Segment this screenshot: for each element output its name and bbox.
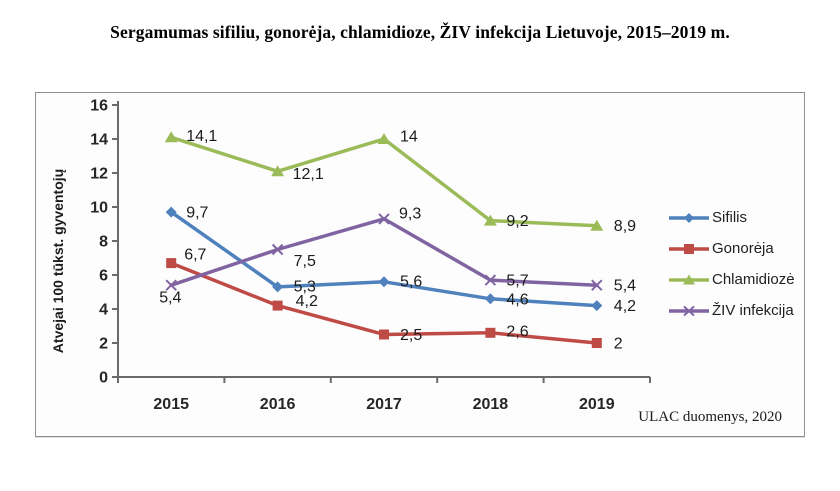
point-label: 5,3 <box>294 278 316 295</box>
point-label: 9,2 <box>506 213 528 230</box>
point-marker-diamond <box>591 300 603 312</box>
chart-plot-area: 0 2 4 6 8 10 12 14 16 2015 2016 2017 2018 2019 9,7 5,3 5… <box>90 98 651 413</box>
point-marker-triangle <box>483 214 497 226</box>
chart-frame: 0 2 4 6 8 10 12 14 16 2015 2016 2017 2018 2019 9,7 5,3 5… <box>35 92 805 437</box>
point-label: 4,2 <box>614 298 636 315</box>
legend-marker-shape <box>683 274 695 284</box>
legend-label: Gonorėja <box>712 240 774 257</box>
point-label: 4,2 <box>296 293 318 310</box>
point-label: 2,5 <box>400 327 422 344</box>
point-label: 2 <box>614 336 623 353</box>
legend-label: Sifilis <box>712 209 748 226</box>
point-marker-x <box>378 213 390 225</box>
x-axis-category-label: 2018 <box>473 396 509 413</box>
point-label: 5,4 <box>159 290 181 307</box>
series-line-sifilis <box>169 210 599 308</box>
legend-item-živ-infekcija: ŽIV infekcija <box>669 295 803 326</box>
legend-marker-shape <box>684 212 694 223</box>
point-label: 5,6 <box>400 273 422 290</box>
legend-item-gonorėja: Gonorėja <box>669 233 803 264</box>
point-label: 5,7 <box>506 273 528 290</box>
point-label: 14,1 <box>186 128 217 145</box>
y-axis-tick-label: 12 <box>90 166 108 183</box>
point-marker-square <box>379 329 389 340</box>
x-axis-category-label: 2019 <box>579 396 615 413</box>
legend-marker-square-icon <box>669 243 709 254</box>
point-label: 5,4 <box>614 278 636 295</box>
point-label: 9,7 <box>186 205 208 222</box>
point-marker-x <box>165 279 177 291</box>
chart-legend: Sifilis Gonorėja Chlamidiozė ŽIV infekcija <box>669 202 803 326</box>
y-axis-tick-label: 14 <box>90 132 108 149</box>
legend-label: Chlamidiozė <box>712 271 795 288</box>
point-label: 12,1 <box>293 166 324 183</box>
legend-item-sifilis: Sifilis <box>669 202 803 233</box>
series-line-chlamidiozė <box>169 135 599 228</box>
x-axis-category-label: 2015 <box>153 396 189 413</box>
point-marker-diamond <box>165 206 177 218</box>
point-marker-square <box>591 338 602 348</box>
legend-marker-diamond-icon <box>669 212 709 223</box>
y-axis-tick-label: 16 <box>90 98 108 115</box>
chart-title: Sergamumas sifiliu, gonorėja, chlamidioz… <box>110 22 730 42</box>
point-marker-triangle <box>377 133 391 144</box>
x-axis-category-label: 2017 <box>366 396 402 413</box>
point-label: 4,6 <box>506 291 528 308</box>
legend-marker-shape <box>683 305 695 316</box>
y-axis-tick-label: 4 <box>99 302 108 319</box>
legend-item-chlamidiozė: Chlamidiozė <box>669 264 803 295</box>
source-note: ULAC duomenys, 2020 <box>638 409 782 425</box>
x-axis-category-label: 2016 <box>260 396 296 413</box>
point-marker-square <box>166 258 177 269</box>
point-marker-x <box>271 243 284 256</box>
point-label: 8,9 <box>614 218 636 235</box>
point-marker-square <box>272 300 283 311</box>
point-marker-triangle <box>164 131 178 143</box>
point-label: 14 <box>400 129 418 146</box>
point-marker-triangle <box>590 219 604 231</box>
y-axis-tick-label: 2 <box>99 336 108 353</box>
legend-marker-triangle-icon <box>669 274 709 284</box>
series-line-živ-infekcija <box>169 217 599 287</box>
point-label: 7,5 <box>294 253 316 270</box>
y-axis-tick-label: 6 <box>99 268 108 285</box>
point-marker-x <box>591 279 603 291</box>
point-marker-square <box>485 327 496 338</box>
point-label: 6,7 <box>184 247 206 264</box>
point-marker-diamond <box>378 276 390 288</box>
legend-label: ŽIV infekcija <box>712 302 794 319</box>
legend-marker-x-icon <box>669 305 709 316</box>
point-marker-diamond <box>272 281 284 293</box>
y-axis-tick-label: 10 <box>90 200 108 217</box>
point-label: 9,3 <box>399 205 421 222</box>
point-label: 2,6 <box>506 323 528 340</box>
point-marker-diamond <box>484 293 496 305</box>
y-axis-tick-label: 8 <box>99 234 108 251</box>
point-marker-x <box>484 274 497 286</box>
point-marker-triangle <box>271 165 285 177</box>
y-axis-tick-label: 0 <box>99 370 108 387</box>
y-axis-title: Atvejai 100 tūkst. gyventojų <box>50 168 66 354</box>
legend-marker-shape <box>684 243 694 254</box>
